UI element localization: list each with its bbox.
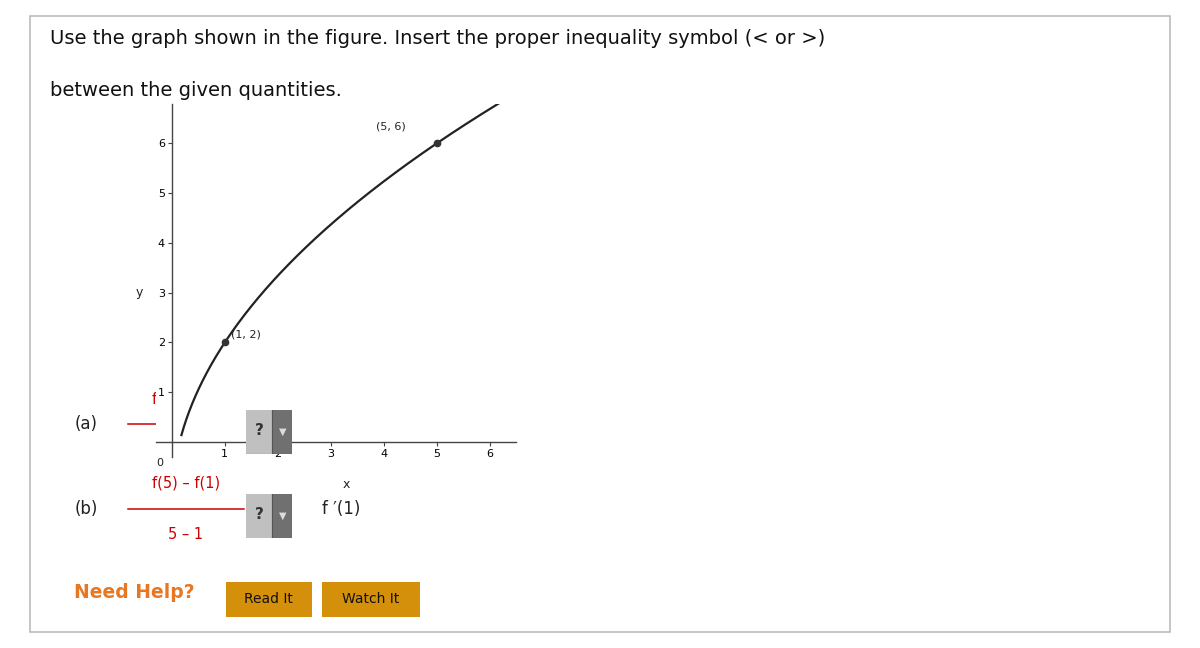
Text: ▼: ▼ bbox=[278, 511, 287, 521]
Text: Use the graph shown in the figure. Insert the proper inequality symbol (< or >): Use the graph shown in the figure. Inser… bbox=[50, 29, 826, 48]
FancyBboxPatch shape bbox=[245, 409, 274, 454]
Text: (1, 2): (1, 2) bbox=[232, 330, 262, 340]
Text: ?: ? bbox=[254, 423, 264, 438]
Text: y: y bbox=[136, 286, 143, 299]
FancyBboxPatch shape bbox=[245, 493, 274, 538]
Text: 0: 0 bbox=[157, 457, 163, 468]
Text: Need Help?: Need Help? bbox=[74, 583, 196, 603]
Text: 5 – 4: 5 – 4 bbox=[168, 443, 204, 457]
Text: (a): (a) bbox=[74, 415, 97, 434]
Text: Watch It: Watch It bbox=[342, 592, 400, 607]
Text: f(5) – f(4): f(5) – f(4) bbox=[152, 391, 220, 406]
FancyBboxPatch shape bbox=[319, 581, 422, 618]
FancyBboxPatch shape bbox=[30, 16, 1170, 632]
Text: ?: ? bbox=[254, 507, 264, 522]
Text: f ′(1): f ′(1) bbox=[322, 500, 360, 518]
Text: Read It: Read It bbox=[245, 592, 293, 607]
Text: ▼: ▼ bbox=[278, 426, 287, 437]
Text: f(5) – f(1): f(5) – f(1) bbox=[152, 476, 220, 491]
Text: (b): (b) bbox=[74, 500, 97, 518]
Text: (5, 6): (5, 6) bbox=[376, 121, 406, 131]
Text: 5 – 1: 5 – 1 bbox=[168, 527, 204, 542]
FancyBboxPatch shape bbox=[223, 581, 314, 618]
Text: 5 – 1: 5 – 1 bbox=[356, 443, 392, 457]
FancyBboxPatch shape bbox=[272, 409, 293, 454]
FancyBboxPatch shape bbox=[272, 493, 293, 538]
Text: between the given quantities.: between the given quantities. bbox=[50, 81, 342, 100]
Text: x: x bbox=[343, 478, 350, 491]
Text: f(5) – f(1): f(5) – f(1) bbox=[341, 391, 408, 406]
